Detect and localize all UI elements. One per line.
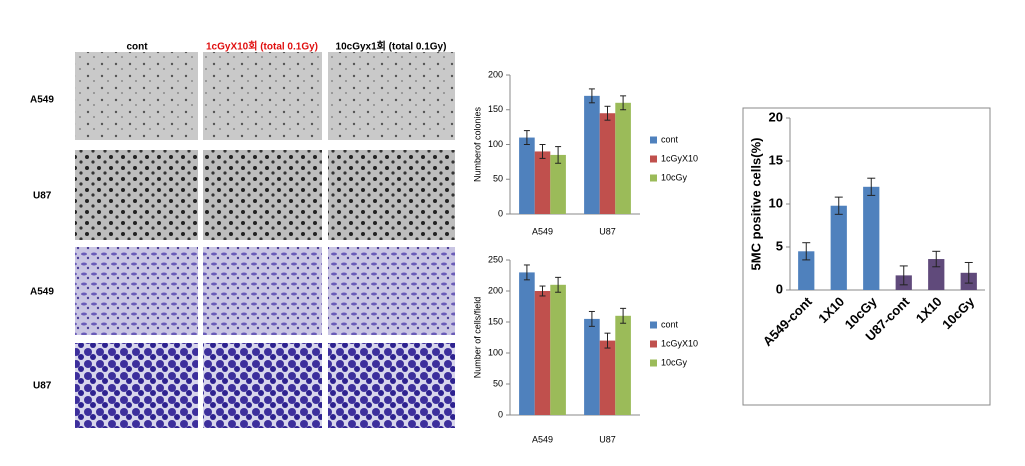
y-tick-label: 100 — [488, 139, 503, 149]
bar — [584, 318, 600, 415]
legend-swatch — [650, 136, 657, 144]
legend-swatch — [650, 340, 657, 348]
y-tick-label: 200 — [488, 69, 503, 79]
bar — [519, 137, 535, 214]
bar — [550, 154, 566, 214]
x-tick-label: A549 — [532, 434, 553, 444]
column-header: 10cGyx1회 (total 0.1Gy) — [336, 40, 447, 53]
y-axis-label: 5MC positive cells(%) — [748, 138, 763, 271]
micrograph-grid: cont 1cGyX10회 (total 0.1Gy) 10cGyx1회 (to… — [30, 40, 455, 428]
micrograph — [203, 247, 322, 335]
micrograph — [203, 150, 322, 240]
y-tick-label: 0 — [498, 208, 503, 218]
y-tick-label: 0 — [776, 281, 783, 296]
micrograph — [328, 52, 455, 140]
row-label: A549 — [30, 287, 54, 298]
y-tick-label: 10 — [769, 195, 783, 210]
row-label: A549 — [30, 95, 54, 106]
y-tick-label: 150 — [488, 104, 503, 114]
micrograph — [75, 52, 198, 140]
bar — [550, 284, 566, 415]
bar — [798, 251, 815, 290]
legend-label: 10cGy — [661, 172, 688, 182]
micrograph — [203, 343, 322, 428]
micrograph — [328, 150, 455, 240]
micrograph — [75, 343, 198, 428]
bar — [599, 113, 616, 214]
column-header: cont — [126, 42, 148, 53]
x-tick-label: A549-cont — [760, 293, 816, 349]
bar — [599, 340, 616, 415]
x-tick-label: U87 — [599, 434, 616, 444]
x-tick-label: U87 — [599, 226, 616, 236]
y-axis-label: Numberof colonies — [472, 106, 482, 182]
bar — [534, 291, 551, 415]
micrograph — [75, 247, 198, 335]
legend-label: 1cGyX10 — [661, 338, 698, 348]
x-tick-label: A549 — [532, 226, 553, 236]
legend-label: 10cGy — [661, 357, 688, 367]
row-label: U87 — [33, 191, 52, 202]
y-tick-label: 200 — [488, 285, 503, 295]
micrograph — [203, 52, 322, 140]
bar — [615, 315, 631, 415]
y-tick-label: 20 — [769, 109, 783, 124]
y-tick-label: 100 — [488, 347, 503, 357]
column-header: 1cGyX10회 (total 0.1Gy) — [206, 40, 318, 53]
legend-swatch — [650, 155, 657, 163]
y-tick-label: 5 — [776, 238, 783, 253]
legend-label: 1cGyX10 — [661, 153, 698, 163]
x-tick-label: 10cGy — [939, 293, 978, 332]
y-tick-label: 50 — [493, 378, 503, 388]
y-axis-label: Number of cells/field — [472, 297, 482, 379]
legend-swatch — [650, 174, 657, 182]
legend-swatch — [650, 321, 657, 329]
bar — [830, 205, 847, 290]
y-tick-label: 0 — [498, 409, 503, 419]
row-label: U87 — [33, 381, 52, 392]
y-tick-label: 250 — [488, 254, 503, 264]
bar — [519, 272, 535, 415]
micrograph — [328, 343, 455, 428]
micrograph — [328, 247, 455, 335]
legend-label: cont — [661, 134, 679, 144]
micrograph — [75, 150, 198, 240]
y-tick-label: 50 — [493, 174, 503, 184]
bar — [928, 259, 945, 290]
legend-label: cont — [661, 319, 679, 329]
bar — [863, 186, 880, 290]
bar — [615, 102, 631, 214]
bar — [534, 151, 551, 214]
legend-swatch — [650, 359, 657, 367]
y-tick-label: 15 — [769, 152, 783, 167]
chart-frame — [742, 107, 991, 406]
bar — [584, 95, 600, 214]
y-tick-label: 150 — [488, 316, 503, 326]
